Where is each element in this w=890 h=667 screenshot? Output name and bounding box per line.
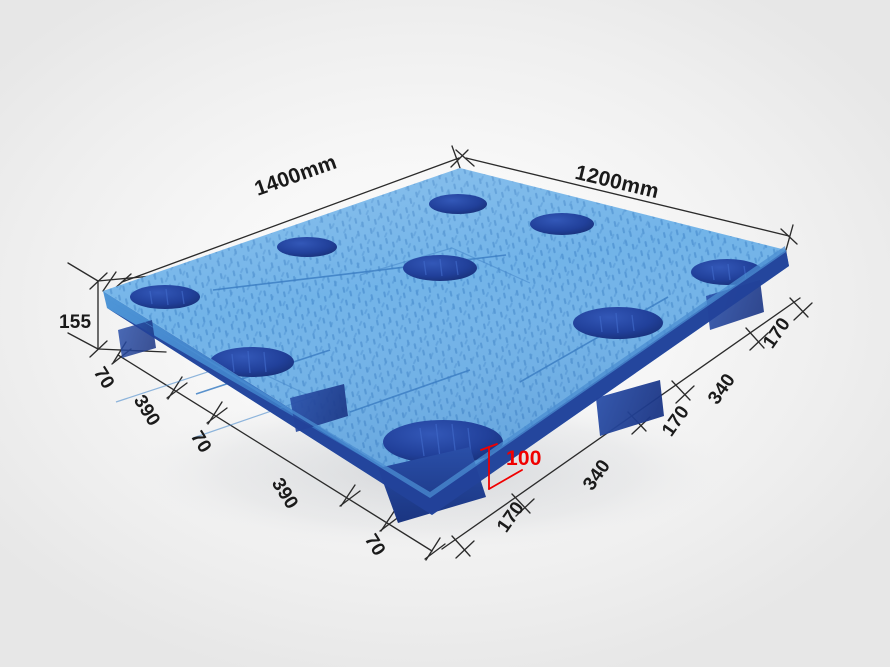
dim-155-tick-bot — [89, 340, 108, 358]
dim-155-top-lead-a — [67, 262, 99, 282]
pallet-foot-back-center — [429, 194, 487, 214]
dim-left-tick-5 — [424, 543, 446, 560]
dim-right-ext-4 — [745, 327, 765, 349]
pallet-body — [103, 168, 789, 523]
deck-panel-outlines — [115, 247, 531, 439]
dim-right-tick-1 — [515, 498, 535, 517]
dim-left-tick-2 — [206, 407, 228, 424]
dim-right-tick-5 — [793, 302, 813, 321]
dim-left-ext-4 — [380, 509, 396, 532]
dim-left-tick-3 — [339, 490, 361, 507]
dim-right-tick-4 — [749, 332, 769, 351]
dim-100-lead — [488, 469, 523, 490]
dim-right-ext-0 — [451, 535, 471, 557]
deck-panel-outline-left — [115, 361, 314, 439]
pallet-foot-mid-center — [403, 255, 477, 281]
dim-100-callout — [480, 443, 523, 490]
dim-right-tick-0 — [455, 540, 475, 559]
pallet-foot-back-right — [530, 213, 594, 235]
pallet-front-leg-block — [378, 447, 486, 523]
dim-1200-tick-a — [455, 149, 475, 167]
dim-right-ext-1 — [511, 493, 531, 514]
dim-155-top-lead-b — [97, 275, 153, 282]
dimension-lines — [67, 145, 813, 561]
dim-right-ext-3 — [671, 380, 691, 401]
dim-label-155: 155 — [59, 312, 92, 333]
dim-label-100: 100 — [506, 447, 542, 470]
dim-1400-ext-end — [451, 145, 461, 169]
dim-left-ext-3 — [340, 484, 356, 507]
pallet-foot-front-center — [383, 420, 503, 464]
pallet-foot-back-left — [277, 237, 337, 257]
pallet-right-leg-block — [596, 380, 664, 436]
dim-1400-ext-start — [102, 271, 117, 292]
pallet-deck-shade — [103, 168, 786, 496]
pallet-foot-mid-left — [130, 285, 200, 309]
dim-right-ext-5 — [789, 297, 809, 318]
deck-panel-outline-mid — [359, 247, 531, 284]
dim-155-bot-lead-a — [67, 332, 99, 350]
dim-100-top-tick — [480, 443, 498, 451]
dim-1200-tick-b — [780, 228, 798, 245]
pallet-left-corner-leg — [118, 320, 156, 358]
dim-1400-line — [121, 157, 460, 283]
deck-seam-cross-2 — [349, 369, 471, 413]
dim-left-chain-line — [117, 354, 433, 552]
dim-155-tick-top — [89, 272, 108, 290]
pallet-foot-front-left — [210, 347, 294, 377]
dim-left-tick-1 — [166, 382, 188, 399]
dim-1400-tick-b — [450, 149, 469, 168]
dim-1200-line — [465, 157, 790, 237]
pallet-foot-front-right — [573, 307, 663, 339]
dim-right-tick-3 — [675, 385, 695, 404]
